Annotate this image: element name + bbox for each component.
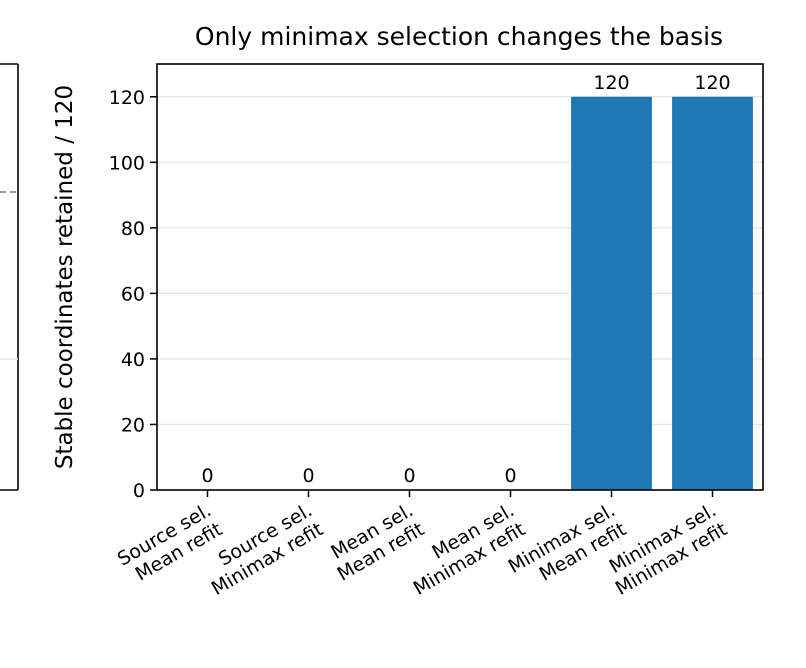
y-tick-label: 80: [121, 218, 145, 240]
y-ticks: 0 20 40 60 80 100 120: [109, 87, 157, 502]
bar-value-label: 120: [694, 72, 730, 94]
chart-title: Only minimax selection changes the basis: [195, 22, 723, 51]
y-tick-label: 60: [121, 283, 145, 305]
adjacent-panel-fragment: [0, 63, 19, 491]
plot-frame: [156, 63, 764, 491]
bar-value-label: 0: [201, 465, 213, 487]
x-tick-label: Mean sel.Mean refit: [323, 499, 428, 585]
y-axis-label: Stable coordinates retained / 120: [52, 85, 78, 469]
bars: [571, 96, 753, 491]
x-tick-label: Minimax sel.Minimax refit: [601, 499, 731, 600]
data-labels: 0 0 0 0 120 120: [201, 72, 730, 487]
bar-value-label: 120: [593, 72, 629, 94]
y-tick-label: 0: [133, 480, 145, 502]
x-tick-label: Mean sel.Minimax refit: [399, 499, 529, 600]
grid-lines: [157, 96, 763, 426]
y-tick-label: 40: [121, 349, 145, 371]
x-tick-label: Minimax sel.Mean refit: [505, 499, 630, 597]
x-tick-label: Source sel.Minimax refit: [197, 499, 327, 600]
bar-value-label: 0: [302, 465, 314, 487]
bar-value-label: 0: [504, 465, 516, 487]
bar: [672, 96, 753, 491]
x-tick-label: Source sel.Mean refit: [114, 499, 226, 589]
y-tick-label: 100: [109, 152, 145, 174]
y-tick-label: 20: [121, 414, 145, 436]
bar: [571, 96, 652, 491]
bar-value-label: 0: [403, 465, 415, 487]
y-tick-label: 120: [109, 87, 145, 109]
